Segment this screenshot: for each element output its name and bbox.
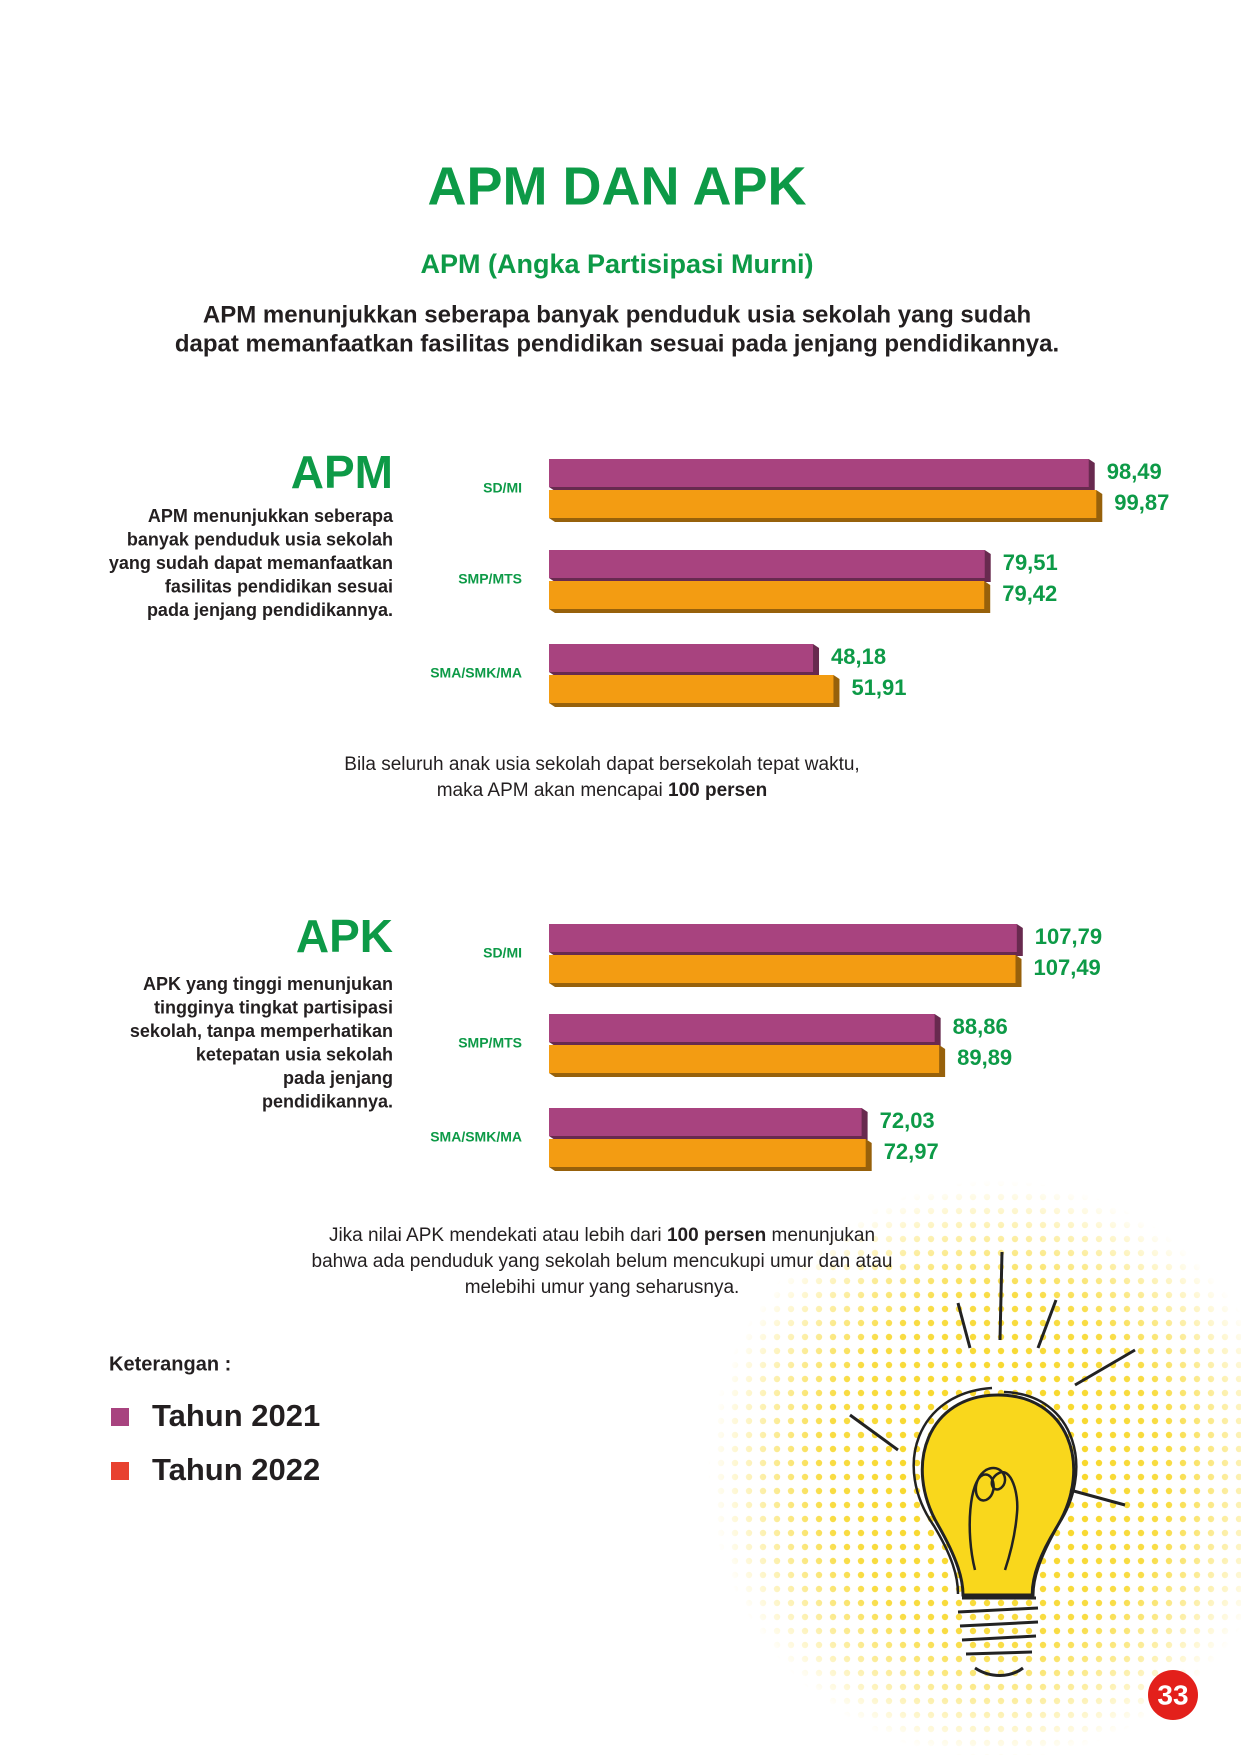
note-line: maka APM akan mencapai 100 persen <box>437 780 768 801</box>
bar <box>549 924 1017 952</box>
category-label: SMA/SMK/MA <box>430 1129 522 1145</box>
value-label: 98,49 <box>1107 459 1162 484</box>
description-line: pendidikannya. <box>262 1091 393 1111</box>
value-label: 107,79 <box>1035 924 1102 949</box>
note-line: Bila seluruh anak usia sekolah dapat ber… <box>344 754 859 775</box>
value-label: 79,51 <box>1003 550 1058 575</box>
page-subtitle: APM (Angka Partisipasi Murni) <box>420 249 813 279</box>
description-line: banyak penduduk usia sekolah <box>127 529 393 549</box>
value-label: 107,49 <box>1034 955 1101 980</box>
description-line: fasilitas pendidikan sesuai <box>165 576 393 596</box>
intro-line: dapat memanfaatkan fasilitas pendidikan … <box>175 330 1059 357</box>
note-segment: 100 persen <box>667 1225 766 1246</box>
bar <box>549 459 1089 487</box>
category-label: SD/MI <box>483 945 522 961</box>
value-label: 79,42 <box>1002 581 1057 606</box>
description-line: pada jenjang pendidikannya. <box>147 600 393 620</box>
description-line: yang sudah dapat memanfaatkan <box>109 553 393 573</box>
bar <box>549 1139 866 1167</box>
value-label: 72,97 <box>884 1139 939 1164</box>
description-line: ketepatan usia sekolah <box>196 1044 393 1064</box>
bar <box>549 581 985 609</box>
legend-swatch <box>111 1408 129 1426</box>
note-line: melebihi umur yang seharusnya. <box>465 1277 740 1298</box>
bar <box>549 675 834 703</box>
chart-heading: APK <box>296 910 393 962</box>
description-line: pada jenjang <box>283 1068 393 1088</box>
category-label: SMA/SMK/MA <box>430 665 522 681</box>
legend-swatch <box>111 1462 129 1480</box>
category-label: SD/MI <box>483 480 522 496</box>
note-segment: maka APM akan mencapai <box>437 780 668 801</box>
bar <box>549 644 814 672</box>
description-line: APM menunjukkan seberapa <box>148 506 394 526</box>
legend-label: Tahun 2022 <box>152 1452 320 1487</box>
value-label: 51,91 <box>851 675 906 700</box>
description-line: sekolah, tanpa memperhatikan <box>130 1021 393 1041</box>
bar <box>549 955 1016 983</box>
description-line: APK yang tinggi menunjukan <box>143 974 393 994</box>
value-label: 88,86 <box>953 1014 1008 1039</box>
legend-title: Keterangan : <box>109 1353 231 1375</box>
page-number-badge <box>1148 1670 1198 1720</box>
description-line: tingginya tingkat partisipasi <box>154 997 393 1017</box>
value-label: 89,89 <box>957 1045 1012 1070</box>
bar <box>549 1108 862 1136</box>
page-title: APM DAN APK <box>427 156 806 216</box>
note-segment: 100 persen <box>668 780 767 801</box>
lightbulb-illustration <box>700 1180 1241 1755</box>
category-label: SMP/MTS <box>458 1035 522 1051</box>
category-label: SMP/MTS <box>458 571 522 587</box>
note-segment: Jika nilai APK mendekati atau lebih dari <box>329 1225 667 1246</box>
note-segment: Bila seluruh anak usia sekolah dapat ber… <box>344 754 859 775</box>
note-line: bahwa ada penduduk yang sekolah belum me… <box>312 1251 893 1272</box>
value-label: 48,18 <box>831 644 886 669</box>
bar <box>549 490 1097 518</box>
value-label: 72,03 <box>880 1108 935 1133</box>
note-segment: melebihi umur yang seharusnya. <box>465 1277 740 1298</box>
page-number: 33 <box>1157 1679 1188 1710</box>
bar <box>549 550 985 578</box>
bar <box>549 1045 940 1073</box>
legend-label: Tahun 2021 <box>152 1398 320 1433</box>
note-segment: bahwa ada penduduk yang sekolah belum me… <box>312 1251 893 1272</box>
note-segment: menunjukan <box>766 1225 875 1246</box>
chart-heading: APM <box>291 446 393 498</box>
value-label: 99,87 <box>1114 490 1169 515</box>
note-line: Jika nilai APK mendekati atau lebih dari… <box>329 1225 875 1246</box>
bar <box>549 1014 935 1042</box>
intro-line: APM menunjukkan seberapa banyak penduduk… <box>203 301 1031 328</box>
